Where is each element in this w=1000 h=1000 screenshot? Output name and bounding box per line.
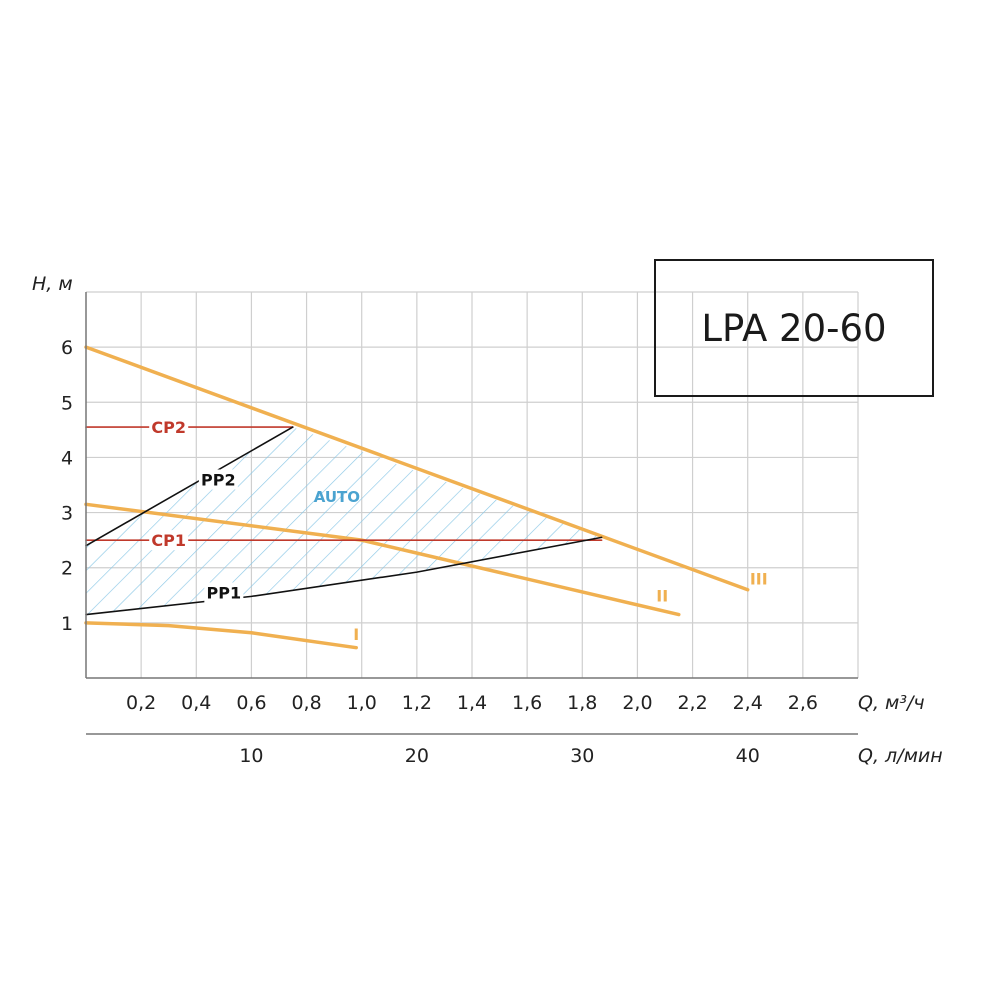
- x2-axis-label: Q, л/мин: [858, 745, 943, 767]
- annotation-backing: [198, 469, 238, 490]
- series-line-pp1: [85, 536, 603, 616]
- x2-tick-label: 10: [239, 745, 263, 767]
- annotation-backing: [149, 530, 189, 551]
- series-line-iii: [84, 345, 750, 592]
- annotation-ii: II: [656, 586, 668, 605]
- x-tick-label: 1,6: [512, 692, 542, 714]
- y-tick-label: 1: [61, 613, 73, 635]
- x-tick-label: 2,0: [622, 692, 652, 714]
- annotation-iii: III: [750, 570, 768, 589]
- x-tick-label: 1,2: [402, 692, 432, 714]
- y-axis-label: H, м: [32, 273, 73, 295]
- model-name: LPA 20-60: [701, 306, 887, 350]
- y-tick-label: 5: [61, 392, 73, 414]
- y-tick-label: 2: [61, 558, 73, 580]
- annotation-auto: AUTO: [314, 488, 360, 506]
- auto-area-layer: [86, 427, 602, 615]
- annotation-pp2: PP2: [201, 470, 236, 489]
- tick-labels: 0,2 0,4 0,6 0,8 1,0 1,2 1,4 1,6 1,8 2,0 2,2 2,4 2,6 1…: [61, 337, 818, 767]
- x-tick-label: 1,4: [457, 692, 487, 714]
- x-tick-label: 2,6: [788, 692, 818, 714]
- y-tick-label: 6: [61, 337, 73, 359]
- x-tick-label: 2,4: [733, 692, 763, 714]
- x-axis-label: Q, м³/ч: [858, 692, 925, 714]
- annotation-backing: [149, 417, 189, 438]
- annotation-i: I: [353, 625, 359, 644]
- x-tick-label: 1,8: [567, 692, 597, 714]
- annotation-cp1: CP1: [151, 531, 186, 550]
- x2-tick-label: 40: [736, 745, 760, 767]
- annotation-pp1: PP1: [207, 584, 242, 603]
- axes: [85, 292, 858, 735]
- auto-area: [86, 427, 602, 615]
- x-tick-label: 2,2: [677, 692, 707, 714]
- y-tick-label: 3: [61, 503, 73, 525]
- x-tick-label: 0,6: [236, 692, 266, 714]
- annotation-cp2: CP2: [151, 418, 186, 437]
- x2-tick-label: 30: [570, 745, 594, 767]
- x-tick-label: 0,4: [181, 692, 211, 714]
- y-tick-label: 4: [61, 447, 73, 469]
- series-line-i: [84, 621, 358, 650]
- series-line-pp2: [85, 426, 294, 547]
- model-label-box: LPA 20-60: [654, 259, 934, 397]
- x-tick-label: 0,8: [291, 692, 321, 714]
- x-tick-label: 0,2: [126, 692, 156, 714]
- annotation-backing: [204, 582, 244, 603]
- series-layer: [84, 345, 750, 650]
- x-tick-label: 1,0: [347, 692, 377, 714]
- x2-tick-label: 20: [405, 745, 429, 767]
